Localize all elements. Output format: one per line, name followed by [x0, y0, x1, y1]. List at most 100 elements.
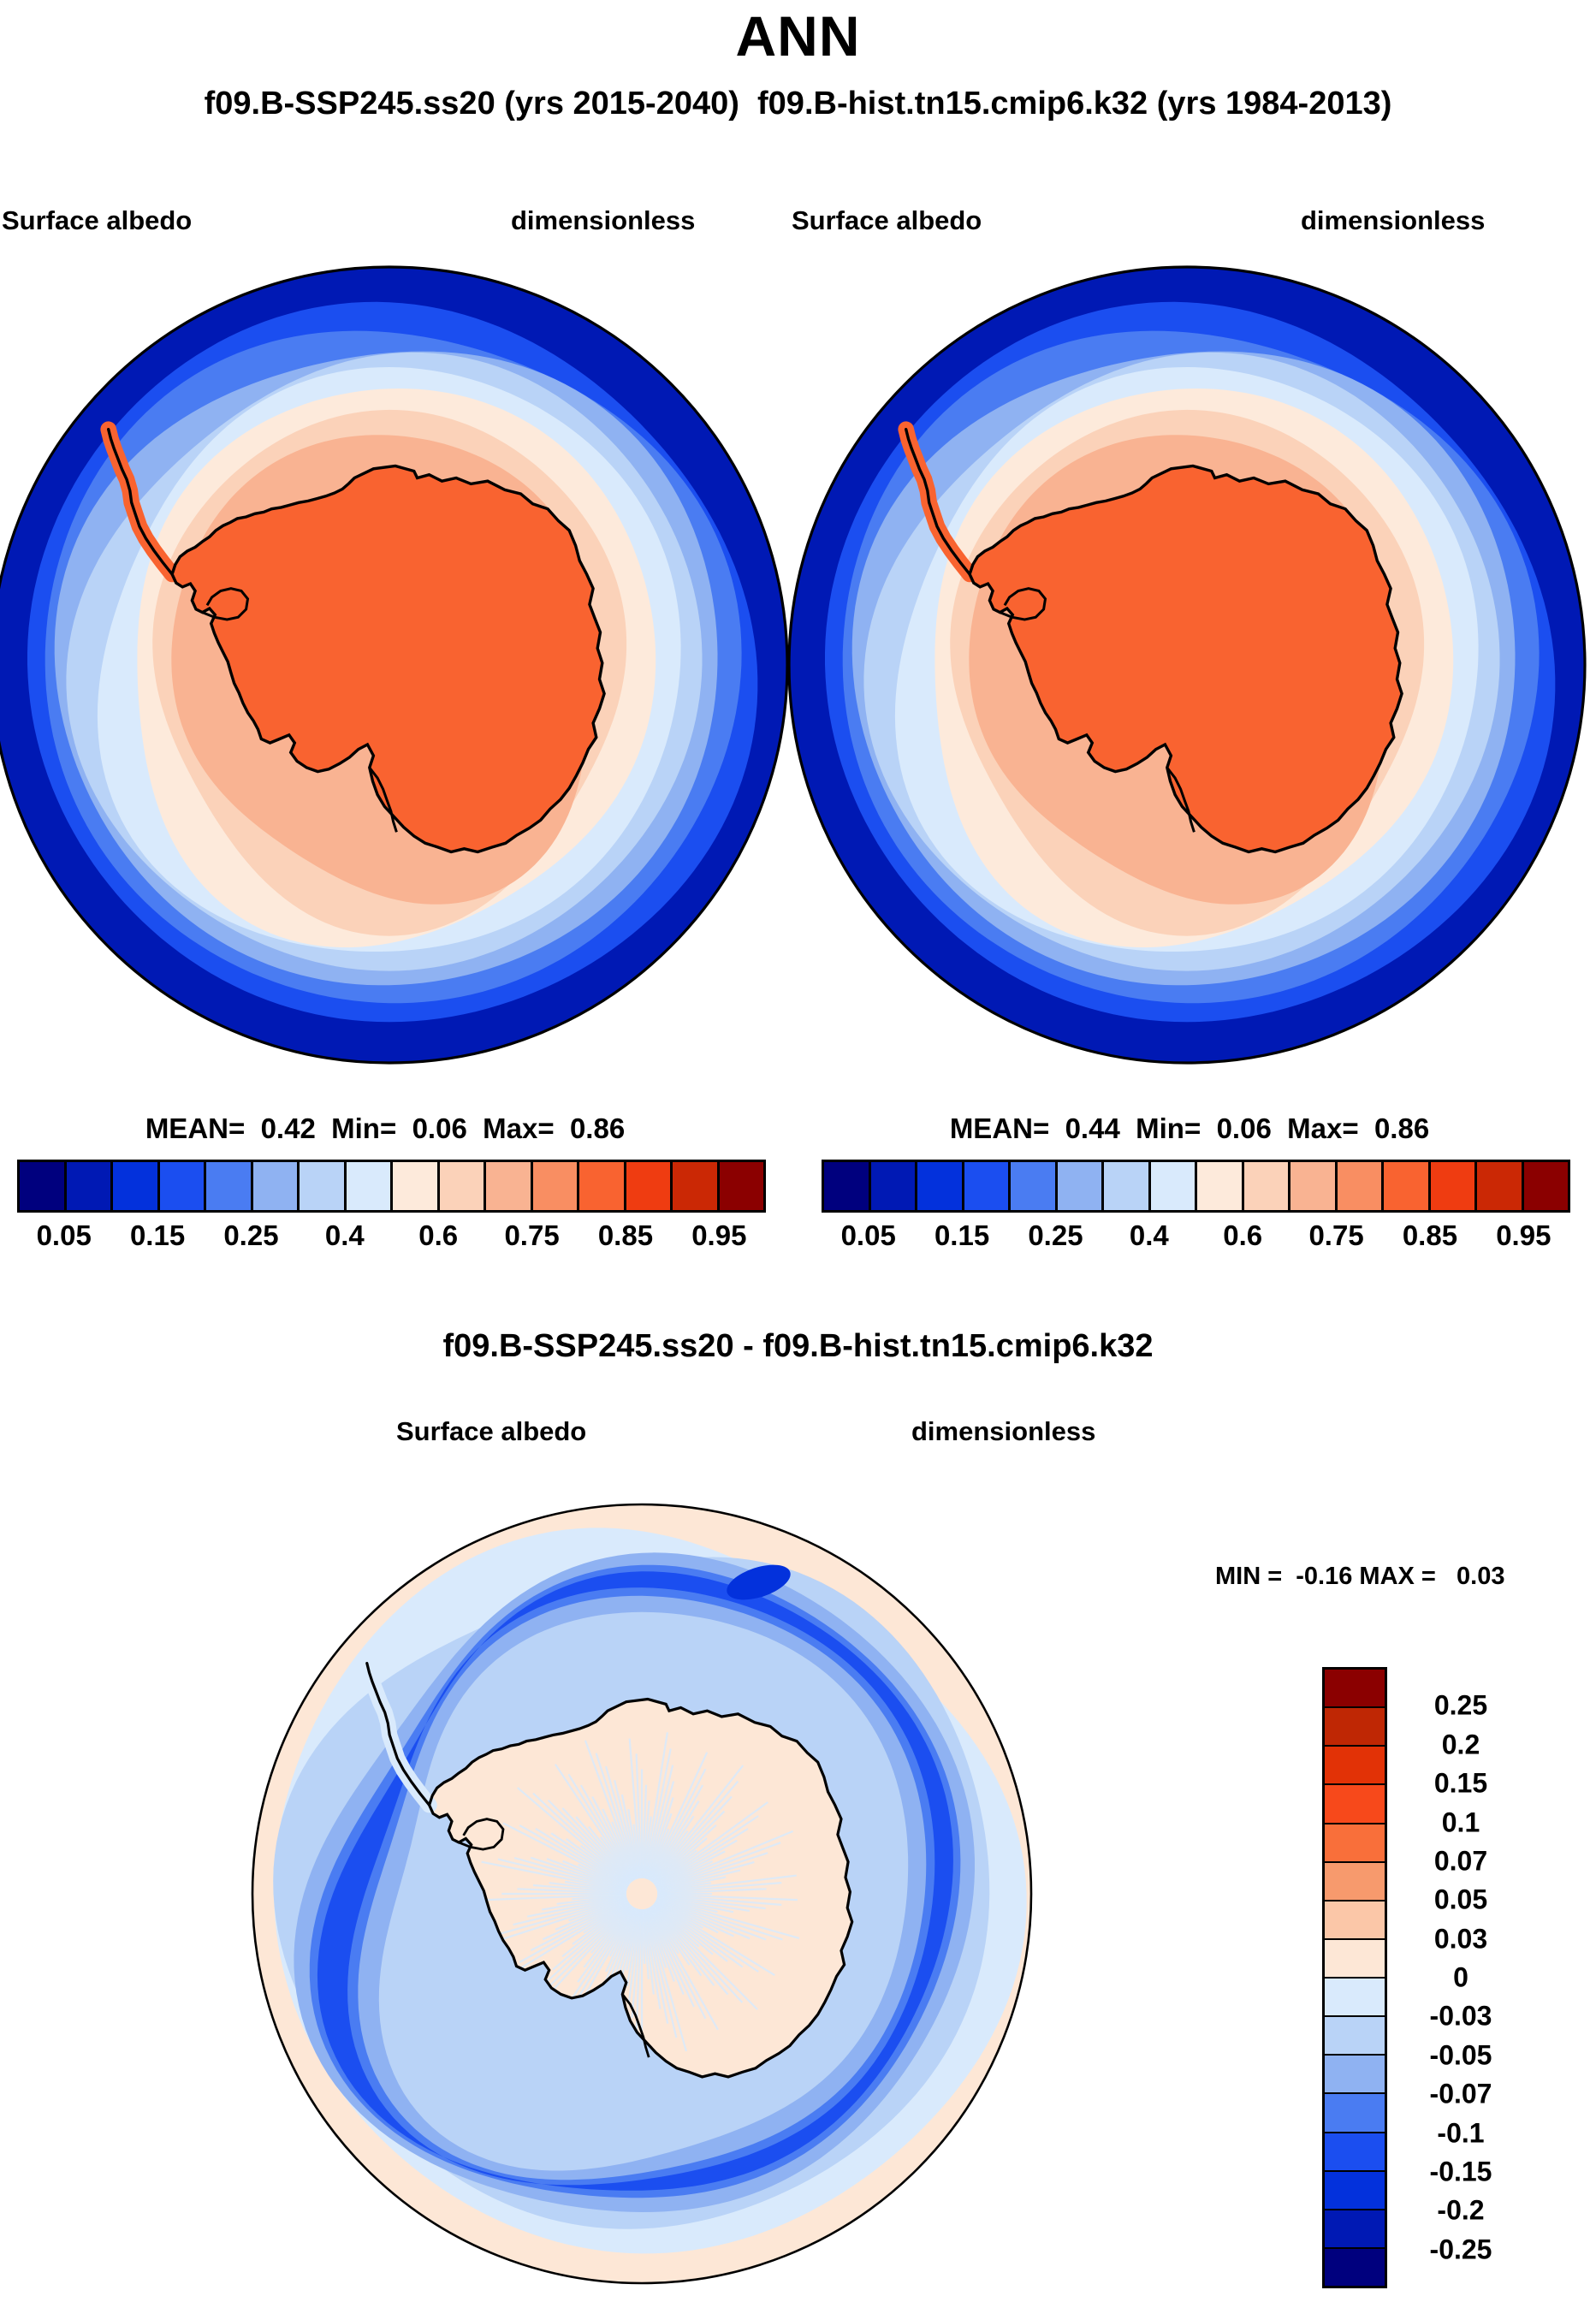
map-right-absolute — [787, 261, 1587, 1070]
colorbar-cell — [346, 1162, 393, 1210]
map-coastline-peninsula — [365, 1662, 431, 1807]
colorbar-left[interactable] — [17, 1160, 766, 1213]
colorbar-cell — [439, 1162, 486, 1210]
colorbar-tick-label: 0.4 — [1129, 1219, 1169, 1251]
colorbar-tick-label: 0.15 — [129, 1219, 186, 1251]
colorbar-tick-label: 0.75 — [1308, 1219, 1364, 1251]
colorbar-tick-label: 0.95 — [691, 1219, 747, 1251]
right-panel-variable-label: Surface albedo — [792, 205, 982, 235]
difference-minmax-label: MIN = -0.16 MAX = 0.03 — [1215, 1563, 1505, 1590]
colorbar-cell — [66, 1162, 113, 1210]
colorbar-tick-label: 0.6 — [1223, 1219, 1263, 1251]
map-ross-shelf-outline — [1166, 767, 1196, 833]
map-continent-fill — [970, 466, 1403, 852]
colorbar-cell — [1325, 1747, 1385, 1786]
colorbar-cell — [964, 1162, 1011, 1210]
colorbar-tick-label: -0.03 — [1429, 2000, 1492, 2032]
colorbar-tick-label: -0.05 — [1429, 2039, 1492, 2071]
colorbar-cell — [1290, 1162, 1338, 1210]
colorbar-tick-label: 0.25 — [1028, 1219, 1083, 1251]
colorbar-cell — [1104, 1162, 1151, 1210]
colorbar-cell — [1325, 2094, 1385, 2133]
map-difference — [240, 1493, 1061, 2302]
colorbar-tick-label: -0.1 — [1437, 2117, 1485, 2148]
map-limb-circle — [251, 1503, 1033, 2285]
page-subtitle: f09.B-SSP245.ss20 (yrs 2015-2040) f09.B-… — [204, 86, 1392, 122]
colorbar-tick-label: 0.25 — [223, 1219, 279, 1251]
colorbar-tick-label: 0.85 — [597, 1219, 654, 1251]
map-coastline — [170, 464, 606, 854]
left-panel-stats: MEAN= 0.42 Min= 0.06 Max= 0.86 — [145, 1112, 626, 1144]
colorbar-tick-label: 0 — [1453, 1961, 1468, 1993]
colorbar-left-ticks: 0.05 0.15 0.25 0.4 0.6 0.75 0.85 0.95 — [17, 1219, 766, 1257]
colorbar-cell — [300, 1162, 347, 1210]
colorbar-difference-ticks: 0.25 0.2 0.15 0.1 0.07 0.05 0.03 0 -0.03 -0.05 -0.… — [1397, 1667, 1568, 2288]
colorbar-tick-label: 0.03 — [1433, 1923, 1488, 1955]
colorbar-cell — [1325, 1901, 1385, 1940]
map-limb-circle — [787, 265, 1587, 1065]
map-coastline-peninsula — [106, 428, 174, 576]
colorbar-tick-label: 0.4 — [324, 1219, 365, 1251]
colorbar-cell — [1325, 2171, 1385, 2210]
left-panel-variable-label: Surface albedo — [2, 205, 193, 235]
colorbar-cell — [1325, 1862, 1385, 1902]
colorbar-cell — [1325, 2210, 1385, 2249]
colorbar-cell — [393, 1162, 440, 1210]
colorbar-cell — [673, 1162, 720, 1210]
colorbar-cell — [159, 1162, 206, 1210]
colorbar-cell — [113, 1162, 160, 1210]
map-coastline — [968, 464, 1403, 854]
colorbar-difference[interactable] — [1322, 1667, 1387, 2288]
map-left-absolute — [0, 261, 789, 1070]
colorbar-cell — [1384, 1162, 1431, 1210]
colorbar-cell — [252, 1162, 300, 1210]
colorbar-cell — [1325, 1708, 1385, 1747]
colorbar-tick-label: 0.95 — [1496, 1219, 1552, 1251]
colorbar-cell — [917, 1162, 964, 1210]
colorbar-tick-label: -0.2 — [1437, 2194, 1485, 2226]
right-panel-stats: MEAN= 0.44 Min= 0.06 Max= 0.86 — [949, 1112, 1430, 1144]
colorbar-tick-label: 0.05 — [36, 1219, 92, 1251]
map-limb-circle — [0, 265, 789, 1065]
colorbar-cell — [1011, 1162, 1058, 1210]
map-ross-shelf-outline — [621, 1993, 650, 2058]
colorbar-tick-label: 0.25 — [1433, 1689, 1488, 1721]
colorbar-tick-label: 0.05 — [840, 1219, 896, 1251]
colorbar-cell — [719, 1162, 763, 1210]
colorbar-right[interactable] — [822, 1160, 1570, 1213]
left-panel-units-label: dimensionless — [511, 205, 696, 235]
colorbar-tick-label: 0.75 — [504, 1219, 560, 1251]
colorbar-cell — [1325, 1785, 1385, 1824]
colorbar-cell — [486, 1162, 533, 1210]
colorbar-cell — [1197, 1162, 1244, 1210]
colorbar-tick-label: -0.07 — [1429, 2078, 1492, 2109]
colorbar-tick-label: 0.07 — [1433, 1845, 1488, 1877]
difference-units-label: dimensionless — [911, 1416, 1096, 1446]
colorbar-cell — [1325, 2017, 1385, 2056]
difference-panel-title: f09.B-SSP245.ss20 - f09.B-hist.tn15.cmip… — [442, 1328, 1154, 1364]
map-ice-shelf-outline — [999, 587, 1047, 621]
map-coastline — [427, 1697, 854, 2079]
colorbar-cell — [1057, 1162, 1104, 1210]
right-panel-units-label: dimensionless — [1301, 205, 1486, 235]
colorbar-tick-label: 0.6 — [418, 1219, 459, 1251]
map-ice-shelf-outline — [458, 1818, 505, 1851]
colorbar-cell — [206, 1162, 253, 1210]
colorbar-cell — [1325, 1670, 1385, 1709]
colorbar-tick-label: 0.05 — [1433, 1884, 1488, 1915]
colorbar-cell — [1325, 1979, 1385, 2018]
map-continent-fill — [429, 1699, 852, 2077]
colorbar-cell — [1337, 1162, 1384, 1210]
colorbar-cell — [1325, 2056, 1385, 2095]
colorbar-cell — [1430, 1162, 1477, 1210]
colorbar-cell — [870, 1162, 917, 1210]
colorbar-tick-label: 0.15 — [1433, 1767, 1488, 1799]
colorbar-cell — [1325, 2133, 1385, 2172]
colorbar-cell — [1150, 1162, 1197, 1210]
colorbar-tick-label: 0.2 — [1441, 1729, 1480, 1760]
colorbar-cell — [20, 1162, 67, 1210]
map-interior-striping — [481, 1732, 800, 2054]
colorbar-cell — [1477, 1162, 1524, 1210]
colorbar-tick-label: -0.15 — [1429, 2156, 1492, 2187]
colorbar-cell — [1325, 1939, 1385, 1979]
